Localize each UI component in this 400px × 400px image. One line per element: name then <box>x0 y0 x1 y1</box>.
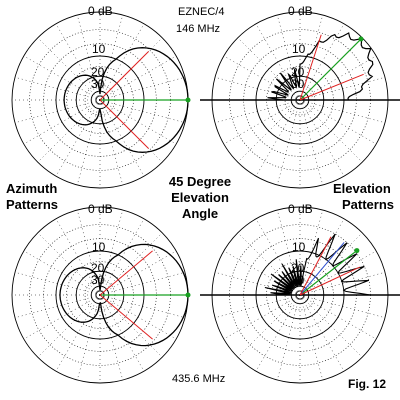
max-gain-marker-435-el <box>354 248 360 254</box>
db10-label-br: 10 <box>292 240 306 254</box>
grid-tr <box>200 11 400 189</box>
beamwidth-line <box>299 34 322 101</box>
center-label-line1: 45 Degree <box>169 174 231 189</box>
db30-label-bl: 30 <box>91 273 105 287</box>
db0-label-tr: 0 dB <box>288 4 313 18</box>
elevation-pattern-146mhz <box>267 32 374 101</box>
db0-label-bl: 0 dB <box>88 202 113 216</box>
db30-label-tr: 30 <box>291 77 305 91</box>
azimuth-pattern-435mhz <box>59 243 189 347</box>
center-label-line3: Angle <box>182 206 218 221</box>
azimuth-pattern-146mhz <box>63 47 189 153</box>
frequency-top: 146 MHz <box>176 23 220 35</box>
db10-label-tr: 10 <box>292 42 306 56</box>
center-label-line2: Elevation <box>171 190 229 205</box>
beamwidth-line <box>99 250 153 296</box>
frequency-bottom: 435.6 MHz <box>172 373 225 385</box>
beamwidth-line <box>299 73 364 101</box>
figure-number: Fig. 12 <box>348 377 386 391</box>
beamwidth-line <box>99 51 149 101</box>
beamwidth-line <box>299 236 332 296</box>
db30-label-tl: 30 <box>91 77 105 91</box>
db20-label-tr: 20 <box>291 65 305 79</box>
beamwidth-line <box>299 266 361 296</box>
beamwidth-line <box>99 294 153 340</box>
azimuth-label-line2: Patterns <box>6 197 58 212</box>
db0-label-tl: 0 dB <box>88 4 113 18</box>
elevation-label-line1: Elevation <box>333 181 391 196</box>
db10-label-tl: 10 <box>92 42 106 56</box>
max-gain-marker-146-el <box>358 36 364 42</box>
software-name: EZNEC/4 <box>178 6 224 18</box>
db10-label-bl: 10 <box>92 240 106 254</box>
max-gain-line-435-el <box>299 250 358 296</box>
beamwidth-line <box>99 99 149 149</box>
db20-label-br: 20 <box>291 261 305 275</box>
db30-label-br: 30 <box>291 273 305 287</box>
elevation-label-line2: Patterns <box>342 197 394 212</box>
azimuth-label-line1: Azimuth <box>6 181 57 196</box>
max-gain-marker-435-az <box>185 292 191 298</box>
db0-label-br: 0 dB <box>288 202 313 216</box>
db20-label-tl: 20 <box>91 65 105 79</box>
db20-label-bl: 20 <box>91 261 105 275</box>
max-gain-line-146-el <box>299 38 362 101</box>
max-gain-marker-146-az <box>185 97 191 103</box>
elevation-pattern-435mhz <box>264 233 371 296</box>
angle-line-blue <box>299 242 345 296</box>
